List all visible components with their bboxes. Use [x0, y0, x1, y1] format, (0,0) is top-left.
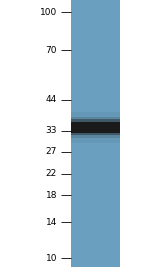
Text: 33: 33: [45, 126, 57, 135]
Text: 22: 22: [46, 169, 57, 178]
Text: 18: 18: [45, 191, 57, 200]
Text: 100: 100: [40, 7, 57, 17]
Text: 14: 14: [46, 218, 57, 227]
Text: 10: 10: [45, 254, 57, 262]
Text: 27: 27: [46, 147, 57, 156]
Text: 70: 70: [45, 46, 57, 55]
Text: 44: 44: [46, 95, 57, 104]
